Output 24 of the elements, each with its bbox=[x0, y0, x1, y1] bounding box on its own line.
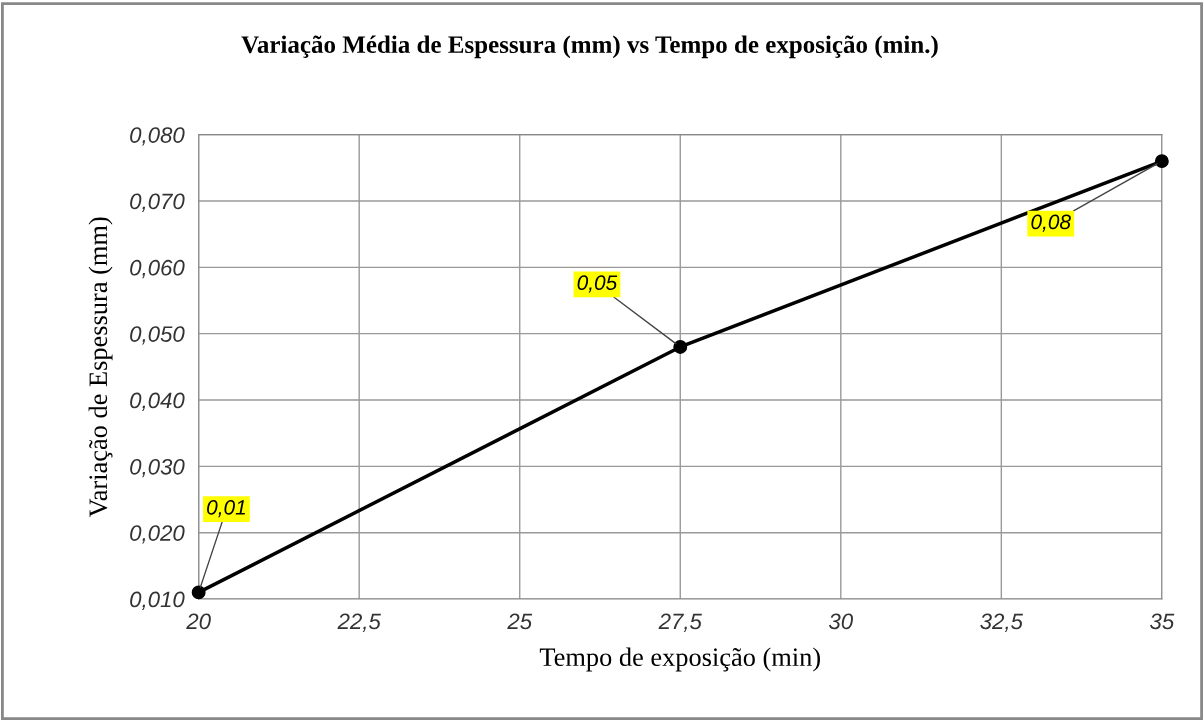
y-tick-label: 0,030 bbox=[130, 458, 185, 478]
y-tick-label: 0,080 bbox=[130, 127, 185, 146]
x-tick-label: 25 bbox=[507, 613, 533, 630]
y-tick-label: 0,060 bbox=[130, 259, 185, 279]
point bbox=[191, 585, 206, 600]
x-tick-label: 20 bbox=[186, 613, 211, 630]
point bbox=[673, 339, 688, 354]
y-axis-title: Variação de Espessura (mm) bbox=[88, 217, 113, 518]
data-label: 0,08 bbox=[1031, 214, 1071, 232]
x-tick-label: 22,5 bbox=[337, 613, 381, 632]
x-axis-title: Tempo de exposição (min) bbox=[539, 647, 820, 672]
y-tick-label: 0,050 bbox=[130, 326, 185, 345]
data-label: 0,01 bbox=[207, 499, 245, 518]
x-tick-label: 32,5 bbox=[980, 613, 1024, 632]
y-tick-label: 0,040 bbox=[130, 392, 185, 411]
point bbox=[1154, 154, 1169, 169]
x-tick-label: 30 bbox=[828, 613, 853, 630]
chart-title: Variação Média de Espessura (mm) vs Tempo de exposição (min.) bbox=[241, 35, 938, 59]
y-tick-label: 0,010 bbox=[130, 591, 185, 610]
y-tick-label: 0,070 bbox=[130, 193, 185, 212]
x-tick-label: 27,5 bbox=[658, 613, 702, 632]
data-label: 0,05 bbox=[577, 275, 618, 293]
x-tick-label: 35 bbox=[1150, 613, 1175, 630]
y-tick-label: 0,020 bbox=[130, 525, 185, 544]
